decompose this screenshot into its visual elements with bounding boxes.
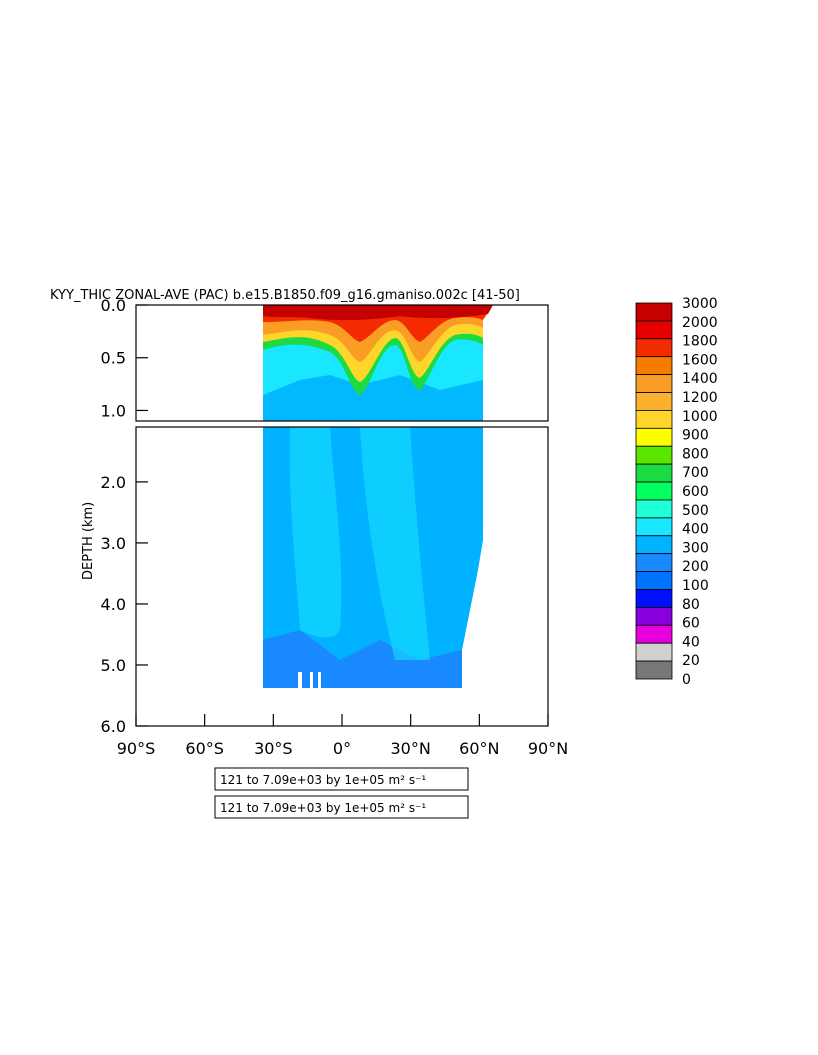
x-tick-label: 90°S: [117, 739, 156, 758]
colorbar-label: 900: [682, 428, 709, 444]
colorbar-label: 400: [682, 522, 709, 538]
colorbar-swatch: [635, 571, 673, 590]
y-axis-label: DEPTH (km): [81, 502, 96, 580]
colorbar-swatch: [635, 624, 673, 644]
x-axis: 90°S 60°S 30°S 0° 30°N 60°N 90°N: [117, 714, 568, 758]
info-box-1: 121 to 7.09e+03 by 1e+05 m² s⁻¹: [214, 767, 469, 791]
y-tick-label: 0.0: [101, 296, 126, 315]
bottom-panel-gap-1: [298, 672, 302, 688]
top-panel-frame: [135, 304, 549, 422]
colorbar-label: 200: [682, 559, 709, 575]
colorbar-swatch: [635, 392, 673, 411]
colorbar-label: 700: [682, 465, 709, 481]
colorbar-label: 300: [682, 540, 709, 556]
colorbar-swatch: [635, 356, 673, 376]
colorbar-label: 600: [682, 484, 709, 500]
colorbar-swatch: [635, 660, 673, 680]
y-tick-label: 0.5: [101, 349, 126, 368]
bottom-panel-tongue-south: [289, 427, 342, 638]
top-panel-deep-band: [263, 375, 483, 421]
colorbar-swatch: [635, 427, 673, 447]
x-tick-label: 0°: [333, 739, 351, 758]
info-box-1-text: 121 to 7.09e+03 by 1e+05 m² s⁻¹: [220, 773, 426, 787]
x-tick-label: 90°N: [528, 739, 568, 758]
y-tick-label: 3.0: [101, 534, 126, 553]
colorbar-label: 1800: [682, 334, 718, 350]
colorbar-swatch: [635, 642, 673, 662]
colorbar-swatch: [635, 481, 673, 501]
y-tick-label: 5.0: [101, 656, 126, 675]
colorbar-swatch: [635, 535, 673, 555]
colorbar-label: 0: [682, 672, 691, 688]
x-tick-label: 60°S: [185, 739, 224, 758]
colorbar-swatch: [635, 302, 673, 322]
colorbar-swatch: [635, 499, 673, 519]
colorbar-swatch: [635, 589, 673, 608]
info-box-2-text: 121 to 7.09e+03 by 1e+05 m² s⁻¹: [220, 801, 426, 815]
bottom-panel-gap-3: [318, 672, 321, 688]
colorbar-label: 1600: [682, 352, 718, 368]
colorbar: 3000200018001600140012001000900800700600…: [635, 296, 718, 688]
bottom-panel-gap-2: [310, 672, 313, 688]
colorbar-label: 1400: [682, 371, 718, 387]
top-panel-field: [263, 305, 493, 421]
colorbar-swatch: [635, 463, 673, 483]
bottom-panel-field: [263, 427, 483, 688]
top-panel-darkred-band: [263, 305, 493, 321]
colorbar-label: 20: [682, 653, 700, 669]
y-tick-label: 2.0: [101, 473, 126, 492]
colorbar-label: 3000: [682, 296, 718, 312]
colorbar-swatch: [635, 553, 673, 572]
colorbar-label: 2000: [682, 315, 718, 331]
colorbar-label: 80: [682, 597, 700, 613]
colorbar-swatch: [635, 517, 673, 537]
info-box-2: 121 to 7.09e+03 by 1e+05 m² s⁻¹: [214, 795, 469, 819]
y-tick-label: 4.0: [101, 595, 126, 614]
colorbar-swatch: [635, 374, 673, 393]
colorbar-swatch: [635, 445, 673, 465]
colorbar-label: 40: [682, 634, 700, 650]
colorbar-swatch: [635, 606, 673, 626]
y-tick-label: 1.0: [101, 401, 126, 420]
colorbar-label: 800: [682, 446, 709, 462]
colorbar-label: 1200: [682, 390, 718, 406]
colorbar-swatch: [635, 338, 673, 358]
y-axis: 0.0 0.5 1.0 2.0 3.0 4.0 5.0 6.0: [101, 296, 148, 736]
colorbar-label: 100: [682, 578, 709, 594]
x-tick-label: 60°N: [459, 739, 499, 758]
chart-title: KYY_THIC ZONAL-AVE (PAC) b.e15.B1850.f09…: [50, 288, 520, 303]
colorbar-label: 60: [682, 616, 700, 632]
colorbar-label: 500: [682, 503, 709, 519]
x-tick-label: 30°S: [254, 739, 293, 758]
colorbar-label: 1000: [682, 409, 718, 425]
colorbar-swatch: [635, 320, 673, 340]
bottom-panel-tongue-north: [360, 427, 430, 660]
y-tick-label: 6.0: [101, 717, 126, 736]
colorbar-swatch: [635, 410, 673, 429]
x-tick-label: 30°N: [391, 739, 431, 758]
